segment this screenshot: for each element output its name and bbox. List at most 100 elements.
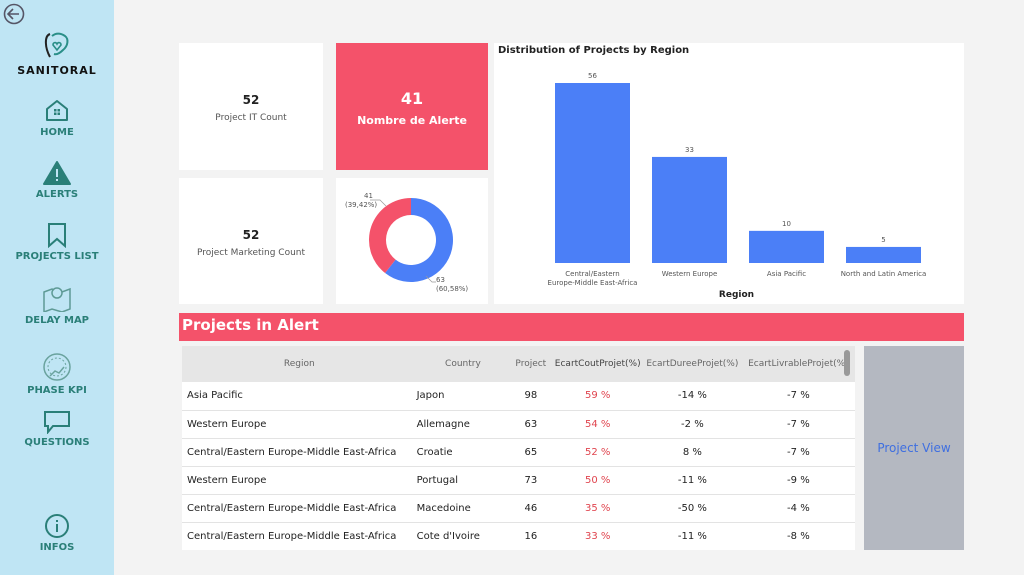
table-cell: 52 %: [552, 438, 643, 467]
column-header[interactable]: EcartLivrableProjet(%): [741, 346, 855, 382]
table-cell: 63: [509, 410, 553, 439]
nav-infos[interactable]: INFOS: [0, 513, 114, 553]
project-view-button[interactable]: Project View: [864, 346, 964, 550]
it-count-label: Project IT Count: [215, 113, 287, 123]
table-cell: 33 %: [552, 522, 643, 550]
table-cell: -9 %: [741, 466, 855, 495]
nav-label: PHASE KPI: [27, 385, 87, 396]
bar[interactable]: [846, 246, 921, 263]
table-row[interactable]: Central/Eastern Europe-Middle East-Afric…: [182, 494, 855, 523]
bar[interactable]: [749, 230, 824, 263]
table-cell: -11 %: [642, 466, 742, 495]
project-view-label: Project View: [877, 441, 951, 455]
table-row[interactable]: Central/Eastern Europe-Middle East-Afric…: [182, 522, 855, 550]
marketing-count-label: Project Marketing Count: [196, 248, 306, 258]
donut-card: 41 (39,42%) 63 (60,58%): [336, 178, 488, 304]
column-header[interactable]: Country: [416, 346, 510, 382]
sidebar: SANITORAL HOME ALERTS PROJECTS LIST DELA…: [0, 0, 114, 575]
table-cell: Central/Eastern Europe-Middle East-Afric…: [182, 522, 417, 550]
table-cell: 35 %: [552, 494, 643, 523]
nav-label: QUESTIONS: [24, 437, 90, 448]
donut-chart: 41(39,42%) 63(60,58%): [345, 192, 468, 293]
nav-label: INFOS: [39, 542, 75, 553]
chart-title: Distribution of Projects by Region: [498, 45, 690, 56]
table-cell: Central/Eastern Europe-Middle East-Afric…: [182, 494, 417, 523]
table-cell: Western Europe: [182, 410, 417, 439]
nav-questions[interactable]: QUESTIONS: [0, 410, 114, 448]
nav-alerts[interactable]: ALERTS: [0, 160, 114, 200]
table-row[interactable]: Central/Eastern Europe-Middle East-Afric…: [182, 438, 855, 467]
marketing-count-card: 52 Project Marketing Count: [179, 178, 323, 304]
back-arrow-icon[interactable]: [3, 3, 25, 25]
table-cell: 54 %: [552, 410, 643, 439]
table-cell: 65: [509, 438, 553, 467]
column-header[interactable]: EcartDureeProjet(%): [642, 346, 742, 382]
bar[interactable]: [652, 156, 727, 263]
table-cell: -8 %: [741, 522, 855, 550]
table-cell: Macedoine: [416, 494, 510, 523]
table-cell: Central/Eastern Europe-Middle East-Afric…: [182, 438, 417, 467]
table-cell: -14 %: [642, 382, 742, 411]
donut-label: 41: [364, 192, 373, 200]
column-header[interactable]: Project: [509, 346, 553, 382]
table-cell: Allemagne: [416, 410, 510, 439]
table-cell: 8 %: [642, 438, 742, 467]
table-cell: Japon: [416, 382, 510, 411]
alert-count-label: Nombre de Alerte: [357, 114, 467, 127]
it-count-card: 52 Project IT Count: [179, 43, 323, 170]
nav-label: HOME: [40, 127, 74, 138]
nav-label: ALERTS: [35, 189, 79, 200]
table-row[interactable]: Western Europe Allemagne 63 54 % -2 % -7 %: [182, 410, 855, 439]
bar-value-label: 10: [782, 220, 791, 228]
table-cell: -11 %: [642, 522, 742, 550]
table-cell: -50 %: [642, 494, 742, 523]
x-tick-label: North and Latin America: [841, 270, 927, 278]
map-icon: [43, 287, 71, 312]
nav-home[interactable]: HOME: [0, 98, 114, 138]
table-cell: Western Europe: [182, 466, 417, 495]
donut-slice[interactable]: [369, 198, 411, 274]
table-cell: 59 %: [552, 382, 643, 411]
alert-count-value: 41: [400, 89, 424, 108]
table-row[interactable]: Asia Pacific Japon 98 59 % -14 % -7 %: [182, 382, 855, 411]
table-cell: Croatie: [416, 438, 510, 467]
alerts-title-bar: Projects in Alert: [179, 313, 964, 341]
x-tick-label: Central/Eastern: [565, 270, 619, 278]
bar-value-label: 5: [881, 236, 885, 244]
column-header[interactable]: Region: [182, 346, 417, 382]
bar[interactable]: [555, 83, 630, 263]
column-header[interactable]: EcartCoutProjet(%): [552, 346, 643, 382]
nav-delay-map[interactable]: DELAY MAP: [0, 284, 114, 326]
table-cell: -7 %: [741, 382, 855, 411]
donut-label: 63: [436, 276, 445, 284]
donut-slice[interactable]: [385, 198, 453, 282]
nav-phase-kpi[interactable]: PHASE KPI: [0, 352, 114, 396]
table-cell: Asia Pacific: [182, 382, 417, 411]
alert-count-card: 41 Nombre de Alerte: [336, 43, 488, 170]
logo-icon: [44, 32, 69, 58]
alerts-table: Region Country Project EcartCoutProjet(%) Ec…: [182, 346, 855, 550]
nav-label: PROJECTS LIST: [15, 251, 99, 262]
table-cell: -7 %: [741, 410, 855, 439]
donut-pct: (39,42%): [345, 201, 377, 209]
table-cell: -7 %: [741, 438, 855, 467]
bookmark-icon: [48, 223, 66, 248]
table-scrollbar[interactable]: [844, 350, 850, 376]
bar-value-label: 56: [588, 72, 597, 80]
donut-pct: (60,58%): [436, 285, 468, 293]
gauge-icon: [43, 353, 71, 381]
home-icon: [46, 100, 68, 121]
bar-value-label: 33: [685, 146, 694, 154]
nav-projects-list[interactable]: PROJECTS LIST: [0, 222, 114, 262]
info-icon: [45, 514, 69, 538]
table-cell: -2 %: [642, 410, 742, 439]
x-axis-label: Region: [718, 290, 755, 300]
table-cell: 73: [509, 466, 553, 495]
x-tick-label: Europe-Middle East-Africa: [548, 279, 638, 287]
table-cell: 46: [509, 494, 553, 523]
table-row[interactable]: Western Europe Portugal 73 50 % -11 % -9 %: [182, 466, 855, 495]
bar-chart-card: 56 Central/Eastern Europe-Middle East-Afri…: [494, 43, 964, 304]
table-cell: 16: [509, 522, 553, 550]
x-tick-label: Asia Pacific: [767, 270, 806, 278]
table-cell: -4 %: [741, 494, 855, 523]
